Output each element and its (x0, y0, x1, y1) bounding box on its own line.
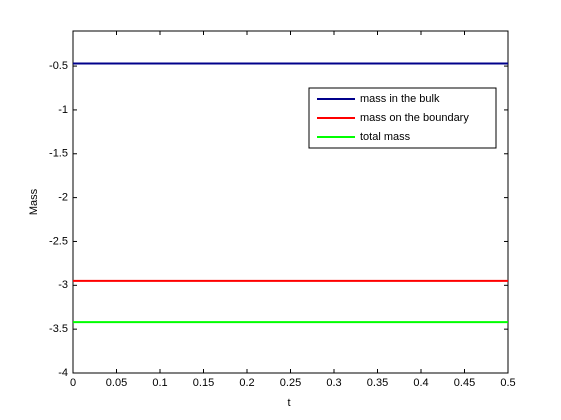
x-tick-label: 0.4 (413, 377, 428, 389)
legend-label: mass on the boundary (360, 112, 469, 124)
y-tick-label: -1 (58, 104, 68, 116)
legend-label: total mass (360, 131, 411, 143)
x-tick-label: 0.3 (326, 377, 341, 389)
x-tick-label: 0.05 (106, 377, 127, 389)
x-tick-label: 0 (70, 377, 76, 389)
y-tick-label: -3.5 (49, 323, 68, 335)
y-tick-label: -1.5 (49, 148, 68, 160)
x-axis-label: t (287, 397, 290, 409)
y-tick-label: -4 (58, 367, 68, 379)
x-tick-label: 0.45 (454, 377, 475, 389)
x-tick-label: 0.2 (239, 377, 254, 389)
x-tick-label: 0.15 (193, 377, 214, 389)
x-tick-label: 0.5 (500, 377, 515, 389)
y-tick-label: -2 (58, 192, 68, 204)
x-tick-label: 0.25 (280, 377, 301, 389)
x-tick-label: 0.1 (152, 377, 167, 389)
legend-label: mass in the bulk (360, 93, 440, 105)
x-tick-label: 0.35 (367, 377, 388, 389)
y-tick-label: -3 (58, 279, 68, 291)
y-tick-label: -0.5 (49, 60, 68, 72)
y-tick-label: -2.5 (49, 235, 68, 247)
y-axis-label: Mass (28, 188, 40, 215)
